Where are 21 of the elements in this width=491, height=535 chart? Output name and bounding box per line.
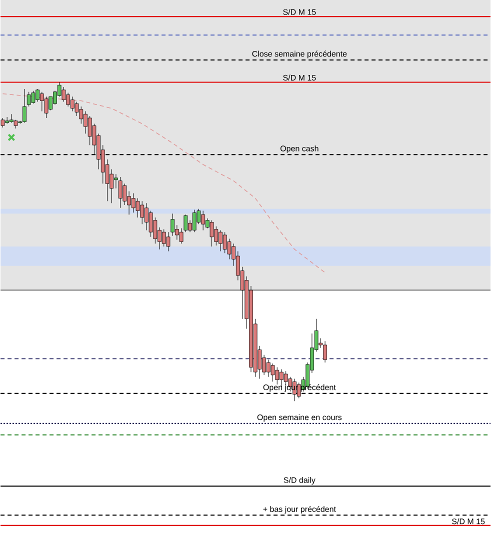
ref-line-label: S/D M 15: [452, 518, 485, 524]
candlestick: [136, 198, 140, 218]
ref-line-label: Open cash: [280, 145, 318, 153]
candlestick: [114, 174, 118, 189]
candlestick: [179, 228, 184, 244]
candlestick: [0, 118, 5, 128]
candlestick: [166, 232, 170, 252]
candlestick: [148, 210, 153, 238]
ref-line-label: + bas jour précédent: [263, 506, 336, 514]
candlestick: [270, 363, 275, 382]
ref-line-label: S/D M 15: [283, 8, 316, 15]
candlestick: [227, 238, 232, 260]
candlestick: [31, 90, 36, 104]
ref-line-label: S/D daily: [284, 477, 316, 485]
ref-line-label: Open semaine en cours: [257, 414, 342, 422]
ref-line-label: Close semaine précédente: [252, 50, 347, 58]
candlestick: [184, 214, 188, 232]
candlestick: [44, 96, 48, 118]
ref-line-label: S/D M 15: [283, 74, 316, 81]
candlestick: [74, 101, 79, 116]
candlestick: [210, 220, 214, 247]
